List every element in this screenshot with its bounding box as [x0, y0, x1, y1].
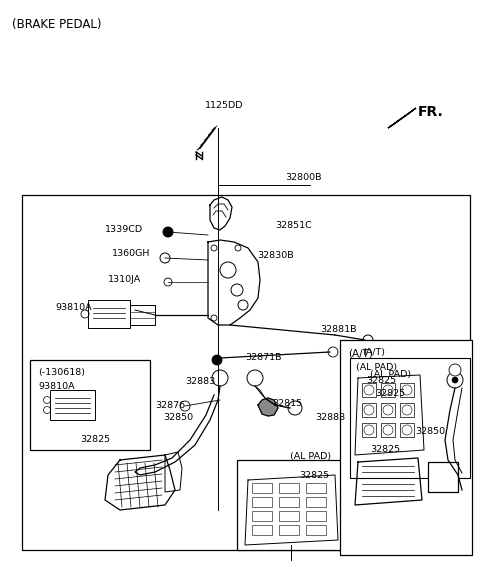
Bar — [252, 525, 272, 535]
Circle shape — [402, 405, 412, 415]
Bar — [279, 483, 299, 493]
Bar — [22, 195, 470, 550]
Circle shape — [363, 335, 373, 345]
Bar — [50, 390, 95, 420]
Text: 32850: 32850 — [415, 427, 445, 437]
Bar — [400, 383, 414, 397]
Text: (A/T): (A/T) — [348, 348, 373, 358]
Polygon shape — [388, 108, 416, 128]
Bar — [400, 403, 414, 417]
Circle shape — [164, 278, 172, 286]
Bar — [340, 340, 472, 555]
Text: 32830B: 32830B — [257, 251, 294, 260]
Text: (A/T): (A/T) — [362, 347, 385, 357]
Bar — [237, 460, 357, 550]
Bar — [306, 525, 326, 535]
Bar — [362, 423, 376, 437]
Bar — [279, 511, 299, 521]
Text: 93810A: 93810A — [38, 382, 74, 391]
Polygon shape — [258, 398, 278, 416]
Bar — [400, 423, 414, 437]
Text: (-130618): (-130618) — [38, 368, 85, 377]
Bar — [252, 511, 272, 521]
Text: 1360GH: 1360GH — [112, 248, 150, 257]
Bar — [30, 360, 150, 450]
Text: 32825: 32825 — [299, 471, 329, 479]
Text: 32825: 32825 — [80, 435, 110, 445]
Text: 32825: 32825 — [370, 445, 400, 454]
Circle shape — [449, 364, 461, 376]
Circle shape — [402, 385, 412, 395]
Text: (AL PAD): (AL PAD) — [290, 452, 331, 460]
Circle shape — [383, 425, 393, 435]
Bar — [252, 497, 272, 507]
Text: 32881B: 32881B — [320, 325, 357, 335]
Text: 32800B: 32800B — [285, 173, 322, 183]
Bar — [362, 403, 376, 417]
Circle shape — [163, 227, 173, 237]
Circle shape — [160, 253, 170, 263]
Text: 1125DD: 1125DD — [205, 100, 243, 109]
Bar — [350, 358, 470, 478]
Bar — [381, 383, 395, 397]
Circle shape — [383, 385, 393, 395]
Circle shape — [402, 425, 412, 435]
Bar — [381, 403, 395, 417]
Circle shape — [180, 401, 190, 411]
Text: 93810A: 93810A — [55, 304, 92, 313]
Bar — [428, 462, 458, 492]
Text: 32825: 32825 — [366, 376, 396, 385]
Circle shape — [364, 385, 374, 395]
Text: 1339CD: 1339CD — [105, 225, 143, 234]
Text: 32850: 32850 — [163, 414, 193, 423]
Bar — [306, 497, 326, 507]
Circle shape — [383, 405, 393, 415]
Text: 32815: 32815 — [272, 399, 302, 407]
Circle shape — [212, 355, 222, 365]
Bar — [306, 483, 326, 493]
Text: 32883: 32883 — [185, 377, 215, 386]
Circle shape — [452, 377, 458, 383]
Circle shape — [247, 370, 263, 386]
Text: 32876: 32876 — [155, 400, 185, 410]
Text: (AL PAD): (AL PAD) — [370, 370, 411, 380]
Bar — [252, 483, 272, 493]
Bar — [306, 511, 326, 521]
Bar — [279, 497, 299, 507]
Circle shape — [364, 425, 374, 435]
Text: 32883: 32883 — [315, 414, 345, 423]
Text: FR.: FR. — [418, 105, 444, 119]
Circle shape — [212, 370, 228, 386]
Text: 32851C: 32851C — [275, 221, 312, 229]
Bar — [381, 423, 395, 437]
Bar — [88, 300, 130, 328]
Text: 32825: 32825 — [375, 388, 405, 397]
Text: 32871B: 32871B — [245, 354, 281, 362]
Circle shape — [447, 372, 463, 388]
Circle shape — [328, 347, 338, 357]
Text: (BRAKE PEDAL): (BRAKE PEDAL) — [12, 18, 101, 31]
Bar — [362, 383, 376, 397]
Circle shape — [364, 405, 374, 415]
Circle shape — [288, 401, 302, 415]
Text: (AL PAD): (AL PAD) — [356, 363, 397, 372]
Text: 1310JA: 1310JA — [108, 275, 141, 285]
Bar — [279, 525, 299, 535]
